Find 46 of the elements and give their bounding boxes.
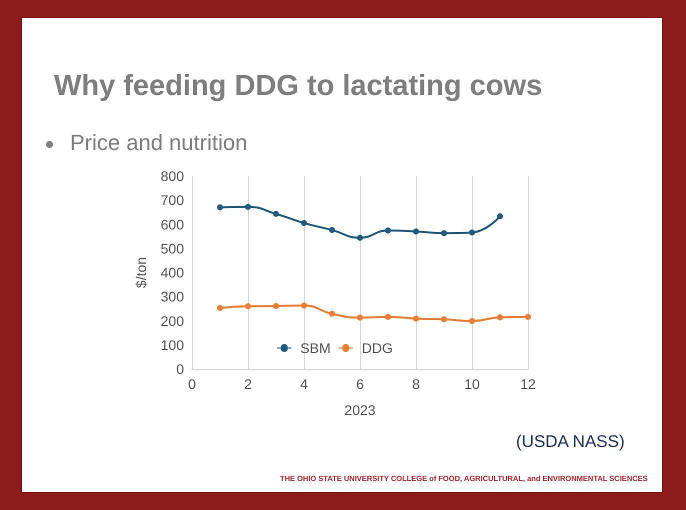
point [385,314,391,320]
legend-label: SBM [300,340,331,356]
point [273,303,279,310]
point [497,213,503,220]
y-tick-label: 200 [160,312,184,329]
x-tick-label: 0 [188,376,196,392]
y-axis-title: $/ton [133,256,149,288]
point [413,316,419,322]
point [273,210,279,217]
x-tick-label: 4 [300,376,308,392]
point [301,302,307,309]
y-tick-label: 500 [160,240,184,256]
y-tick-label: 100 [160,336,184,353]
point [217,304,223,311]
point [469,229,475,236]
point [441,316,447,322]
chart-subtitle: Price and nutrition [70,130,248,155]
legend-label: DDG [362,340,393,356]
y-tick-label: 300 [160,288,184,305]
point [357,234,363,241]
y-tick-label: 0 [176,361,184,377]
point [469,318,475,324]
x-tick-label: 8 [412,376,420,392]
point [385,228,391,234]
y-tick-label: 600 [160,216,184,232]
point [329,310,335,317]
point [497,314,503,320]
point [441,230,447,236]
y-tick-label: 700 [160,192,184,208]
text: (USDA NASS) [516,432,625,452]
y-tick-label: 800 [160,168,184,184]
point [329,227,335,234]
x-tick-label: 6 [356,376,364,392]
y-tick-label: 400 [160,264,184,280]
x-tick-label: 12 [520,376,536,392]
point [525,314,531,320]
x-tick-label: 2 [244,376,252,392]
point [217,204,223,210]
point [245,204,251,210]
point [245,303,251,310]
point [413,228,419,234]
x-tick-label: 10 [464,376,480,392]
point [301,220,307,226]
x-axis-title: 2023 [344,402,376,418]
point [357,314,363,321]
chart-title: Why feeding DDG to lactating cows [54,70,542,103]
